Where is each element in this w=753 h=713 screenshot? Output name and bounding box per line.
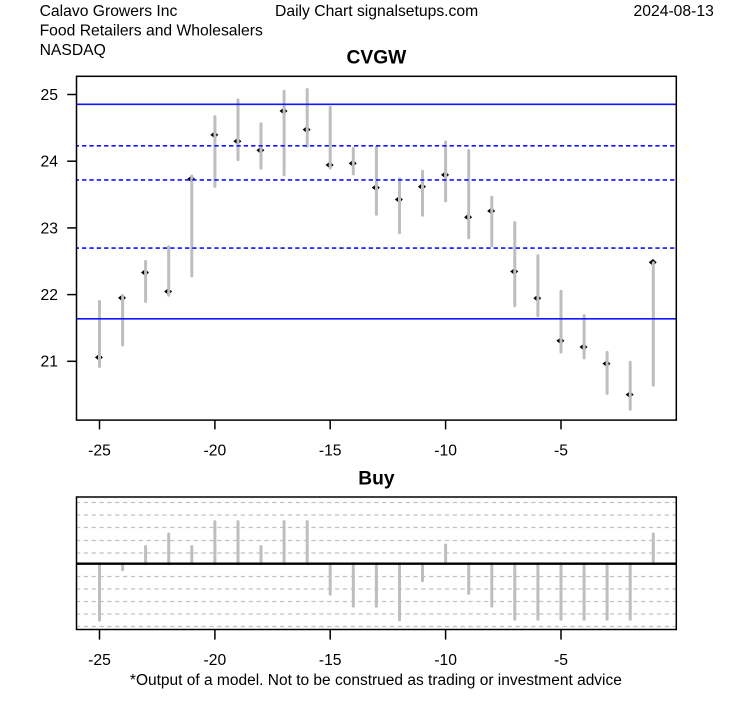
svg-text:-10: -10 xyxy=(434,442,457,459)
svg-text:*Output of a model. Not to be: *Output of a model. Not to be construed … xyxy=(130,672,622,689)
svg-text:-5: -5 xyxy=(554,652,568,669)
svg-text:-10: -10 xyxy=(434,652,457,669)
svg-text:-25: -25 xyxy=(88,652,111,669)
svg-text:25: 25 xyxy=(41,87,59,104)
svg-text:Calavo Growers Inc: Calavo Growers Inc xyxy=(40,3,178,20)
svg-text:Food Retailers and Wholesalers: Food Retailers and Wholesalers xyxy=(40,22,263,39)
svg-text:21: 21 xyxy=(41,354,58,371)
svg-text:-5: -5 xyxy=(554,442,568,459)
svg-text:22: 22 xyxy=(41,287,58,304)
svg-text:Daily Chart signalsetups.com: Daily Chart signalsetups.com xyxy=(275,3,478,20)
svg-text:Buy: Buy xyxy=(358,469,395,490)
svg-text:-25: -25 xyxy=(88,442,111,459)
svg-text:-15: -15 xyxy=(319,652,342,669)
svg-text:-15: -15 xyxy=(319,442,342,459)
svg-text:-20: -20 xyxy=(204,652,227,669)
svg-text:NASDAQ: NASDAQ xyxy=(40,42,106,59)
svg-text:24: 24 xyxy=(41,154,59,171)
svg-text:-20: -20 xyxy=(204,442,227,459)
svg-text:2024-08-13: 2024-08-13 xyxy=(634,3,715,20)
svg-text:CVGW: CVGW xyxy=(347,47,408,68)
svg-text:23: 23 xyxy=(41,220,59,237)
